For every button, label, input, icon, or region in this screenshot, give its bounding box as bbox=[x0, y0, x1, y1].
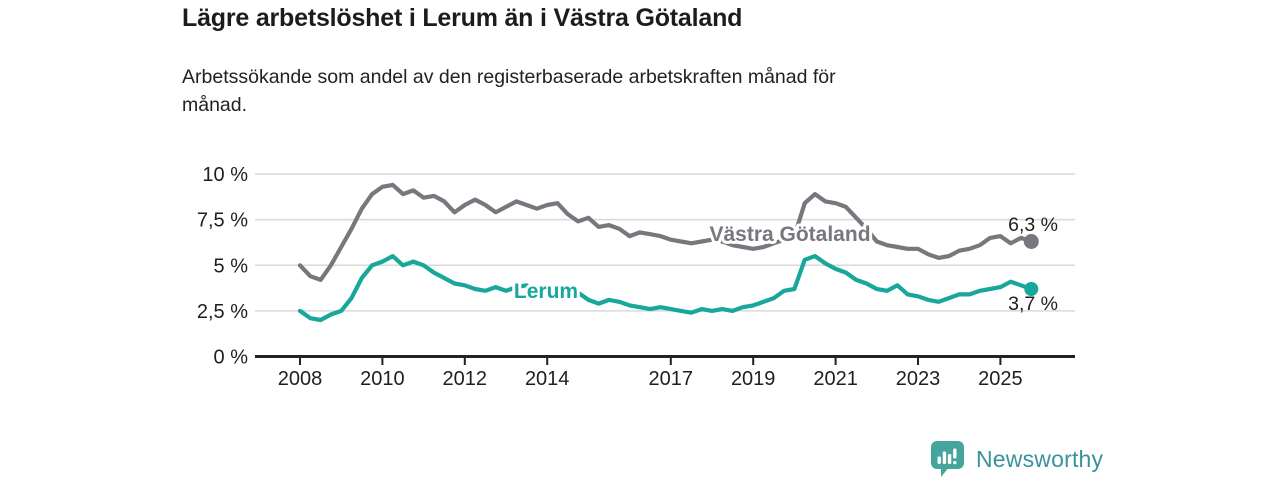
chart-subtitle: Arbetssökande som andel av den registerb… bbox=[182, 66, 836, 116]
x-axis-label: 2025 bbox=[978, 368, 1023, 390]
y-axis-label: 2,5 % bbox=[197, 301, 248, 323]
y-axis-label: 10 % bbox=[202, 164, 248, 186]
end-value-label-v-stra-g-taland: 6,3 % bbox=[1008, 214, 1058, 236]
series-line-lerum bbox=[297, 254, 1034, 323]
y-axis-label: 5 % bbox=[214, 255, 249, 277]
x-axis-label: 2014 bbox=[525, 368, 570, 390]
x-axis-label: 2019 bbox=[731, 368, 776, 390]
x-axis-label: 2023 bbox=[896, 368, 941, 390]
x-axis-label: 2012 bbox=[443, 368, 488, 390]
newsworthy-logo-icon bbox=[931, 441, 964, 477]
series-label-lerum: Lerum bbox=[514, 280, 578, 303]
x-axis-label: 2008 bbox=[278, 368, 323, 390]
x-axis-label: 2010 bbox=[360, 368, 405, 390]
x-axis-label: 2021 bbox=[813, 368, 858, 390]
y-axis-label: 7,5 % bbox=[197, 210, 248, 232]
y-axis-label: 0 % bbox=[214, 347, 249, 369]
series-label-v-stra-g-taland: Västra Götaland bbox=[709, 223, 870, 246]
chart-title: Lägre arbetslöshet i Lerum än i Västra G… bbox=[182, 4, 743, 32]
end-dot-v-stra-g-taland bbox=[1023, 234, 1039, 249]
newsworthy-logo-text: Newsworthy bbox=[976, 446, 1104, 472]
newsworthy-logo[interactable]: Newsworthy bbox=[931, 441, 1103, 478]
series-line-v-stra-g-taland bbox=[297, 182, 1034, 282]
end-dot-lerum bbox=[1024, 282, 1039, 296]
x-axis-label: 2017 bbox=[649, 368, 694, 390]
end-value-label-lerum: 3,7 % bbox=[1008, 293, 1058, 315]
